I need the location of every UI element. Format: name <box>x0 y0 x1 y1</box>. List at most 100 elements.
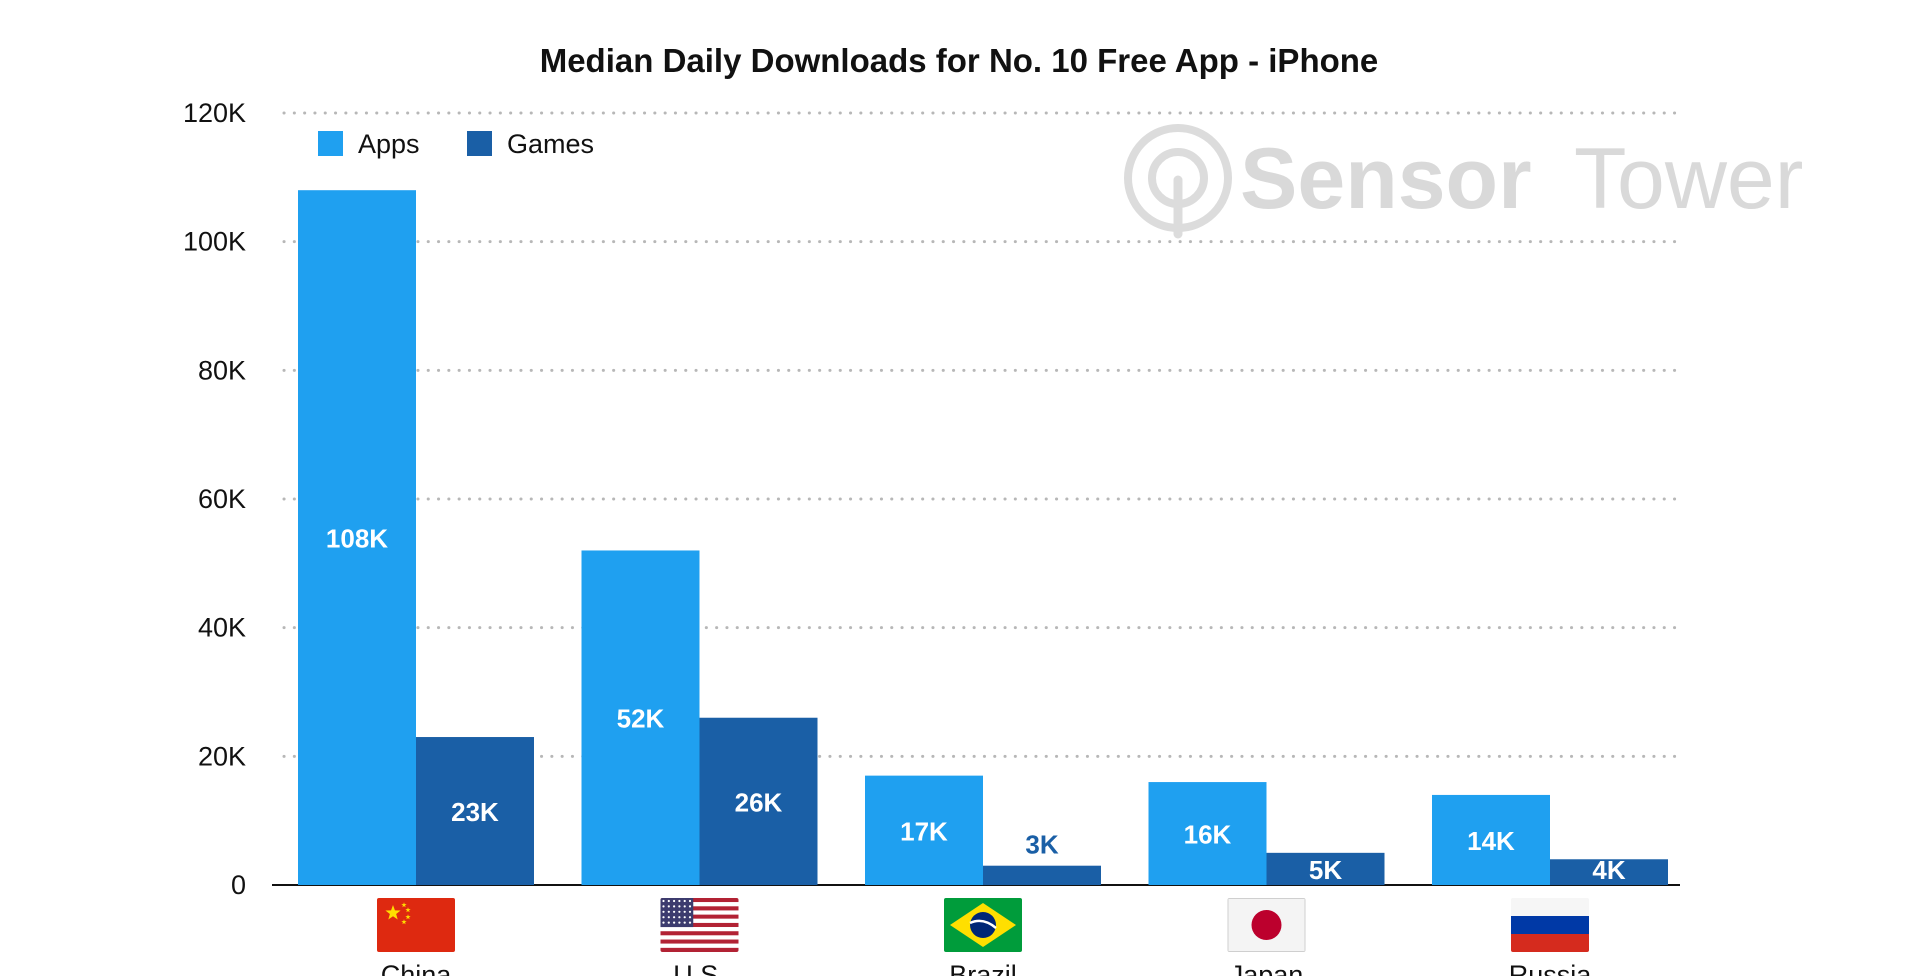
brazil-flag-icon <box>944 898 1022 952</box>
flag-star <box>667 910 670 913</box>
flag-stripe-blue <box>1511 916 1589 934</box>
y-tick-label: 120K <box>183 98 246 128</box>
flag-star <box>683 899 686 903</box>
bar-data-label: 14K <box>1467 826 1515 856</box>
bar-apps-us <box>581 550 700 885</box>
us-flag-icon <box>660 898 739 952</box>
category-label: Brazil <box>949 960 1017 976</box>
flag-star <box>662 910 665 913</box>
bar-data-label: 23K <box>451 797 499 827</box>
bars-layer <box>298 190 1668 885</box>
y-axis-ticks: 0 20K 40K 60K 80K 100K 120K <box>183 98 246 900</box>
bar-apps-japan <box>1148 782 1267 885</box>
flag-star <box>401 902 407 908</box>
flag-star <box>673 910 676 913</box>
y-tick-label: 0 <box>231 870 246 900</box>
flag-star <box>688 910 692 913</box>
legend-swatch-games <box>467 131 492 156</box>
category-label: U.S. <box>673 960 726 976</box>
flag-star <box>405 907 411 913</box>
flag-star <box>662 916 665 919</box>
flag-star <box>662 921 665 924</box>
bar-data-label: 52K <box>617 704 665 734</box>
flag-star <box>678 921 681 924</box>
watermark-brand-second: Tower <box>1574 131 1803 227</box>
flag-star <box>401 919 407 925</box>
flag-stripe <box>660 898 739 903</box>
bar-data-label: 26K <box>735 787 783 817</box>
russia-flag-icon <box>1511 898 1589 952</box>
flag-star <box>683 916 686 919</box>
flag-body <box>1511 898 1589 952</box>
bar-games-china <box>416 737 534 885</box>
bar-labels-layer: 108K 23K 52K 26K 17K 3K 16K 5K 14K 4K <box>326 524 1626 885</box>
flag-star <box>667 916 670 919</box>
flag-star <box>683 905 686 908</box>
flag-stripe <box>660 902 739 907</box>
flag-body <box>944 898 1022 952</box>
flag-star <box>667 905 670 908</box>
legend: Apps Games <box>318 129 594 159</box>
legend-label-apps: Apps <box>358 129 420 159</box>
flag-star <box>678 899 681 903</box>
flag-border <box>1227 898 1306 952</box>
y-tick-label: 40K <box>198 613 246 643</box>
flag-stripe-red <box>1511 934 1589 952</box>
sensortower-watermark: Sensor Tower <box>1124 124 1803 239</box>
bar-data-label: 108K <box>326 524 388 554</box>
flag-stripe <box>660 906 739 911</box>
flag-star <box>673 905 676 908</box>
flag-star <box>667 899 670 903</box>
flag-star <box>405 914 411 920</box>
flag-star <box>683 910 686 913</box>
flag-star <box>678 910 681 913</box>
sensortower-logo-icon <box>1124 124 1232 239</box>
flag-star <box>673 899 676 903</box>
flag-body <box>660 898 739 952</box>
bar-apps-china <box>298 190 416 885</box>
flag-star <box>688 899 692 903</box>
flag-stripe <box>660 918 739 923</box>
legend-label-games: Games <box>507 129 594 159</box>
flag-stripe <box>660 922 739 928</box>
bar-apps-brazil <box>865 775 983 885</box>
bar-data-label: 5K <box>1309 855 1342 885</box>
bar-data-label: 16K <box>1184 820 1232 850</box>
y-tick-label: 80K <box>198 355 246 385</box>
flag-star <box>688 921 692 924</box>
flag-stripe <box>660 943 739 948</box>
flag-stripe <box>660 931 739 936</box>
flag-band <box>969 919 997 929</box>
bar-data-label: 17K <box>900 816 948 846</box>
flags-layer <box>377 898 1589 952</box>
category-label: Japan <box>1230 960 1304 976</box>
legend-swatch-apps <box>318 131 343 156</box>
flag-canton <box>660 898 694 928</box>
flag-field <box>377 898 455 952</box>
flag-stripe <box>660 939 739 944</box>
flag-globe <box>970 912 996 938</box>
watermark-brand-first: Sensor <box>1240 131 1532 227</box>
flag-star <box>662 905 665 908</box>
flag-stripe <box>660 914 739 919</box>
flag-star <box>385 905 401 920</box>
bar-data-label: 4K <box>1592 855 1625 885</box>
flag-star <box>688 916 692 919</box>
bar-games-brazil <box>983 865 1101 885</box>
flag-sun <box>1251 910 1282 940</box>
flag-stripe <box>660 910 739 915</box>
y-tick-label: 20K <box>198 741 246 771</box>
category-label: China <box>381 960 453 976</box>
flag-star <box>678 905 681 908</box>
flag-body <box>1227 898 1306 952</box>
flag-stripe <box>660 927 739 932</box>
bar-apps-russia <box>1432 794 1550 885</box>
flag-star <box>673 916 676 919</box>
flag-stripe-white <box>1511 898 1589 916</box>
bar-games-japan <box>1266 852 1385 885</box>
chart-title: Median Daily Downloads for No. 10 Free A… <box>539 42 1379 79</box>
flag-stripe <box>660 947 739 952</box>
bar-games-russia <box>1550 859 1668 885</box>
flag-star <box>678 916 681 919</box>
